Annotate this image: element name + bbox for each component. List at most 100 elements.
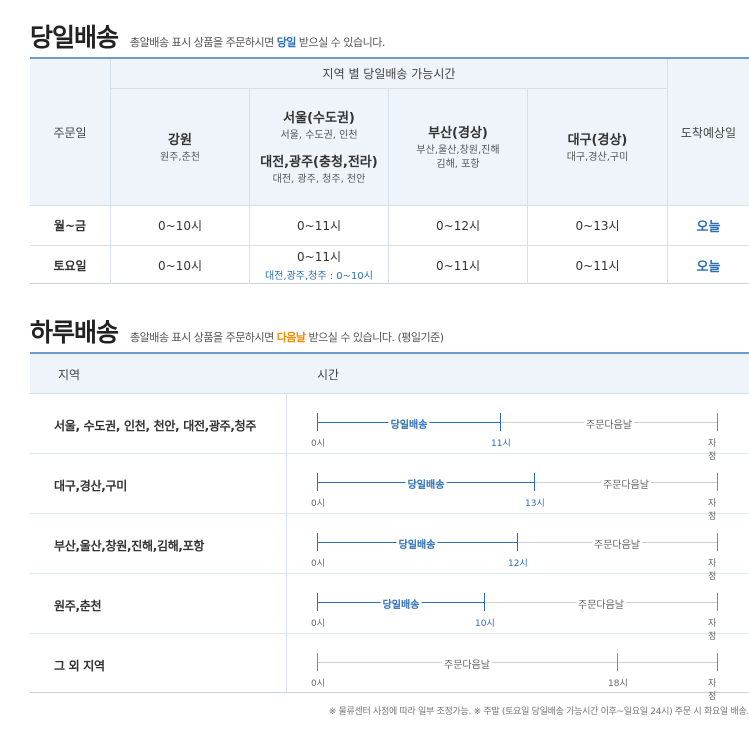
header-order-day: 주문일 (30, 59, 110, 205)
arrival-label: 도착예상일 (680, 125, 737, 140)
row-region: 서울, 수도권, 인천, 천안, 대전,광주,청주 (54, 419, 257, 433)
arrival-cell: 오늘 (668, 246, 749, 284)
time-value: 0~10시 (158, 258, 202, 273)
table-cell: 0~13시 (528, 206, 667, 245)
cutoff-tick (617, 653, 618, 671)
table-row: 그 외 지역 주문다음날 0시 18시 자정 (30, 634, 749, 702)
axis-start-label: 0시 (311, 619, 326, 629)
arrival-cell: 오늘 (668, 206, 749, 245)
end-tick (717, 413, 718, 431)
table-cell: 0~11시 (250, 206, 388, 245)
table-row: 원주,춘천 당일배송 주문다음날 0시 10시 자정 (30, 574, 749, 642)
start-tick (317, 593, 318, 611)
delivery-timeline: 주문다음날 0시 18시 자정 (311, 634, 719, 702)
next-day-label: 주문다음날 (576, 596, 626, 611)
same-day-label: 당일배송 (388, 416, 430, 431)
row-weekday-label: 월~금 (30, 206, 110, 245)
next-day-label: 주문다음날 (601, 476, 651, 491)
same-day-label: 당일배송 (405, 476, 447, 491)
region-name: 대구(경상) (567, 133, 628, 148)
timeline-base (317, 422, 717, 423)
region-name-2: 대전,광주(충청,전라) (260, 155, 378, 170)
axis-start-label: 0시 (311, 439, 326, 449)
next-day-table-header: 지역 시간 (30, 354, 749, 394)
time-note: 대전,광주,청주 : 0~10시 (265, 271, 373, 282)
table-cell: 0~11시 대전,광주,청주 : 0~10시 (250, 246, 388, 284)
time-value: 0~12시 (436, 219, 480, 233)
axis-cutoff-label: 13시 (525, 499, 545, 509)
region-sub: 서울, 수도권, 인천 (280, 130, 358, 141)
next-day-label: 주문다음날 (442, 656, 492, 671)
row-region: 그 외 지역 (54, 659, 105, 673)
same-day-label: 당일배송 (396, 536, 438, 551)
start-tick (317, 413, 318, 431)
axis-start-label: 0시 (311, 679, 326, 689)
time-value: 0~11시 (297, 250, 341, 264)
region-sub: 원주,춘천 (160, 152, 200, 163)
table-cell: 0~11시 (389, 246, 527, 284)
order-day-label: 주문일 (53, 125, 87, 140)
axis-end-label: 자정 (708, 679, 717, 702)
cutoff-tick (484, 593, 485, 611)
next-day-table: 지역 시간 서울, 수도권, 인천, 천안, 대전,광주,청주 당일배송 주문다음날… (30, 352, 749, 702)
day-label: 토요일 (53, 258, 87, 273)
axis-cutoff-label: 12시 (508, 559, 528, 569)
region-sub: 대구,경산,구미 (566, 152, 629, 163)
arrival-today: 오늘 (696, 220, 721, 235)
next-day-title: 하루배송 (30, 318, 119, 347)
region-name: 강원 (168, 133, 192, 148)
day-label: 월~금 (53, 219, 87, 233)
same-day-description: 총알배송 표시 상품을 주문하시면 당일 받으실 수 있습니다. (130, 36, 385, 49)
start-tick (317, 473, 318, 491)
timeline-base (317, 602, 717, 603)
region-seoul-daejeon: 서울(수도권) 서울, 수도권, 인천 대전,광주(충청,전라) 대전, 광주,… (250, 89, 388, 205)
table-cell: 0~10시 (111, 246, 249, 284)
row-saturday-label: 토요일 (30, 246, 110, 284)
table-cell: 0~10시 (111, 206, 249, 245)
same-day-title-block: 당일배송 총알배송 표시 상품을 주문하시면 당일 받으실 수 있습니다. (30, 18, 385, 54)
start-tick (317, 533, 318, 551)
region-sub-2: 대전, 광주, 청주, 천안 (272, 174, 366, 185)
next-day-label: 주문다음날 (584, 416, 634, 431)
delivery-timeline: 당일배송 주문다음날 0시 10시 자정 (311, 574, 719, 642)
end-tick (717, 653, 718, 671)
row-region: 원주,춘천 (54, 599, 102, 613)
same-day-label: 당일배송 (380, 596, 422, 611)
region-sub-b: 김해, 포항 (436, 159, 480, 170)
region-busan: 부산(경상) 부산,울산,창원,진해 김해, 포항 (389, 89, 527, 205)
header-region-time: 지역 별 당일배송 가능시간 (111, 59, 667, 88)
axis-end-label: 자정 (708, 439, 717, 462)
delivery-timeline: 당일배송 주문다음날 0시 12시 자정 (311, 514, 719, 582)
axis-start-label: 0시 (311, 499, 326, 509)
row-region: 대구,경산,구미 (54, 479, 127, 493)
cutoff-tick (517, 533, 518, 551)
delivery-timeline: 당일배송 주문다음날 0시 13시 자정 (311, 454, 719, 522)
region-sub: 부산,울산,창원,진해 (416, 145, 500, 156)
axis-cutoff-label: 11시 (491, 439, 511, 449)
end-tick (717, 473, 718, 491)
header-time: 시간 (317, 368, 340, 382)
table-cell: 0~11시 (528, 246, 667, 284)
header-arrival: 도착예상일 (668, 59, 749, 205)
axis-cutoff-label: 18시 (608, 679, 628, 689)
region-gangwon: 강원 원주,춘천 (111, 89, 249, 205)
start-tick (317, 653, 318, 671)
axis-cutoff-label: 10시 (475, 619, 495, 629)
end-tick (717, 593, 718, 611)
timeline-base (317, 662, 717, 663)
arrival-today: 오늘 (696, 259, 721, 275)
footnote: ※ 물류센터 사정에 따라 일부 조정가능. ※ 주말 (토요일 당일배송 가능… (328, 707, 749, 717)
axis-end-label: 자정 (708, 619, 717, 642)
cutoff-tick (534, 473, 535, 491)
table-cell: 0~12시 (389, 206, 527, 245)
cutoff-tick (500, 413, 501, 431)
time-value: 0~11시 (575, 258, 620, 273)
table-row: 부산,울산,창원,진해,김해,포항 당일배송 주문다음날 0시 12시 자정 (30, 514, 749, 582)
next-day-description: 총알배송 표시 상품을 주문하시면 다음날 받으실 수 있습니다. (평일기준) (130, 331, 444, 344)
region-daegu: 대구(경상) 대구,경산,구미 (528, 89, 667, 205)
same-day-title: 당일배송 (30, 23, 119, 52)
region-name: 서울(수도권) (283, 111, 355, 126)
region-name: 부산(경상) (428, 126, 488, 141)
axis-end-label: 자정 (708, 559, 717, 582)
row-region: 부산,울산,창원,진해,김해,포항 (54, 539, 205, 553)
